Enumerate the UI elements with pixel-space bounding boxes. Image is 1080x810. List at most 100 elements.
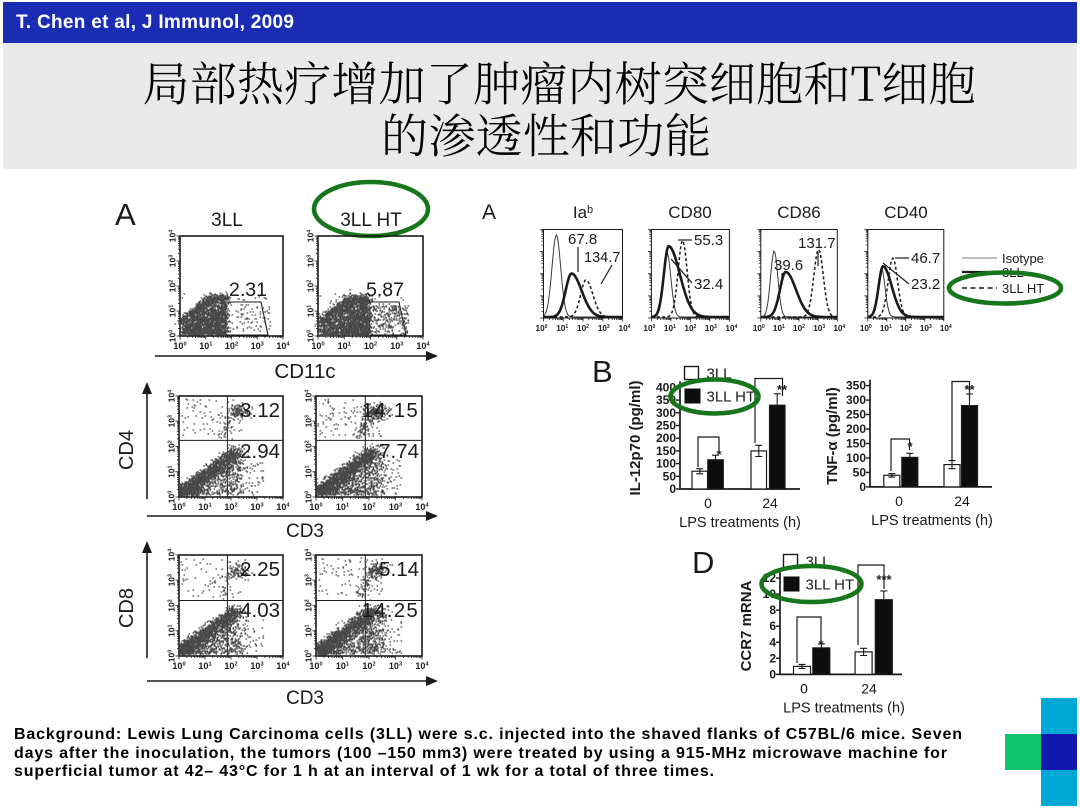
svg-text:131.7: 131.7 [798,235,836,252]
svg-text:103: 103 [304,574,314,586]
svg-text:350: 350 [846,379,866,393]
svg-text:103: 103 [306,255,316,267]
svg-text:103: 103 [598,324,610,333]
svg-text:6: 6 [769,619,776,633]
svg-text:14.15: 14.15 [362,399,419,422]
svg-text:2.31: 2.31 [229,279,267,301]
svg-text:LPS treatments (h): LPS treatments (h) [783,700,905,716]
svg-text:104: 104 [416,341,430,351]
svg-text:100: 100 [172,661,185,671]
svg-text:101: 101 [773,324,785,333]
svg-text:100: 100 [860,324,872,333]
svg-text:101: 101 [306,305,316,317]
svg-text:3LL HT: 3LL HT [806,577,855,594]
svg-text:103: 103 [250,661,263,671]
svg-text:102: 102 [304,440,314,452]
svg-text:134.7: 134.7 [584,250,620,266]
svg-text:101: 101 [168,305,178,317]
svg-text:CD40: CD40 [884,203,927,222]
svg-text:102: 102 [793,324,805,333]
svg-text:102: 102 [362,502,375,512]
svg-text:103: 103 [389,661,402,671]
svg-text:4.03: 4.03 [240,599,280,622]
svg-text:CD3: CD3 [286,521,324,542]
svg-text:3LL HT: 3LL HT [1002,281,1044,296]
svg-text:3LL: 3LL [211,210,243,231]
svg-text:7.74: 7.74 [379,440,419,463]
svg-text:102: 102 [900,324,912,333]
svg-text:0: 0 [704,495,712,511]
svg-text:CD11c: CD11c [274,360,335,383]
svg-text:46.7: 46.7 [911,250,940,267]
svg-text:101: 101 [336,502,349,512]
svg-text:101: 101 [198,661,211,671]
svg-text:103: 103 [390,341,403,351]
svg-text:103: 103 [168,255,178,267]
svg-text:5.87: 5.87 [366,279,404,301]
svg-text:A: A [115,197,136,232]
svg-text:*: * [818,637,824,652]
svg-text:50: 50 [853,465,867,479]
svg-text:102: 102 [224,502,237,512]
svg-text:3.12: 3.12 [240,399,280,422]
svg-text:24: 24 [861,680,877,696]
svg-text:104: 104 [833,324,845,333]
svg-text:300: 300 [846,393,866,407]
svg-text:101: 101 [304,466,314,478]
svg-text:100: 100 [304,491,314,503]
svg-text:103: 103 [250,502,263,512]
svg-text:Isotype: Isotype [1002,251,1044,266]
svg-text:100: 100 [846,451,866,465]
svg-text:102: 102 [168,280,178,292]
svg-text:102: 102 [167,440,177,452]
svg-text:2.25: 2.25 [240,558,280,581]
svg-text:101: 101 [338,341,351,351]
svg-text:102: 102 [224,661,237,671]
svg-text:*: * [716,447,722,462]
svg-text:CD8: CD8 [116,588,138,628]
svg-text:104: 104 [940,324,952,333]
svg-text:103: 103 [920,324,932,333]
svg-text:104: 104 [276,661,290,671]
svg-text:4: 4 [769,635,776,649]
svg-text:100: 100 [168,330,178,342]
svg-text:TNF-α (pg/ml): TNF-α (pg/ml) [824,387,841,485]
svg-text:23.2: 23.2 [911,276,940,293]
svg-text:104: 104 [415,502,429,512]
svg-text:103: 103 [813,324,825,333]
svg-text:102: 102 [684,324,696,333]
svg-text:100: 100 [304,650,314,662]
svg-text:100: 100 [167,491,177,503]
svg-text:102: 102 [304,599,314,611]
svg-text:101: 101 [167,466,177,478]
svg-text:CD86: CD86 [777,203,820,222]
svg-text:102: 102 [577,324,589,333]
svg-text:100: 100 [309,502,322,512]
svg-text:CD80: CD80 [668,203,711,222]
svg-text:104: 104 [276,341,290,351]
svg-text:200: 200 [846,422,866,436]
svg-text:102: 102 [225,341,238,351]
svg-text:200: 200 [656,431,676,445]
svg-text:100: 100 [167,650,177,662]
svg-text:*: * [907,439,913,454]
svg-text:101: 101 [198,502,211,512]
svg-text:**: ** [777,382,788,397]
svg-text:100: 100 [643,324,655,333]
svg-text:104: 104 [304,390,314,402]
svg-text:101: 101 [304,625,314,637]
svg-text:103: 103 [167,415,177,427]
svg-text:CD3: CD3 [286,688,324,709]
svg-text:100: 100 [656,457,676,471]
svg-text:101: 101 [167,625,177,637]
svg-text:100: 100 [306,330,316,342]
svg-text:39.6: 39.6 [774,257,803,274]
svg-text:104: 104 [725,324,737,333]
svg-text:0: 0 [800,680,808,696]
svg-text:102: 102 [306,280,316,292]
svg-text:103: 103 [389,502,402,512]
svg-text:LPS treatments (h): LPS treatments (h) [871,513,993,529]
svg-text:14.25: 14.25 [362,599,419,622]
svg-text:150: 150 [846,437,866,451]
svg-text:***: *** [876,572,892,587]
